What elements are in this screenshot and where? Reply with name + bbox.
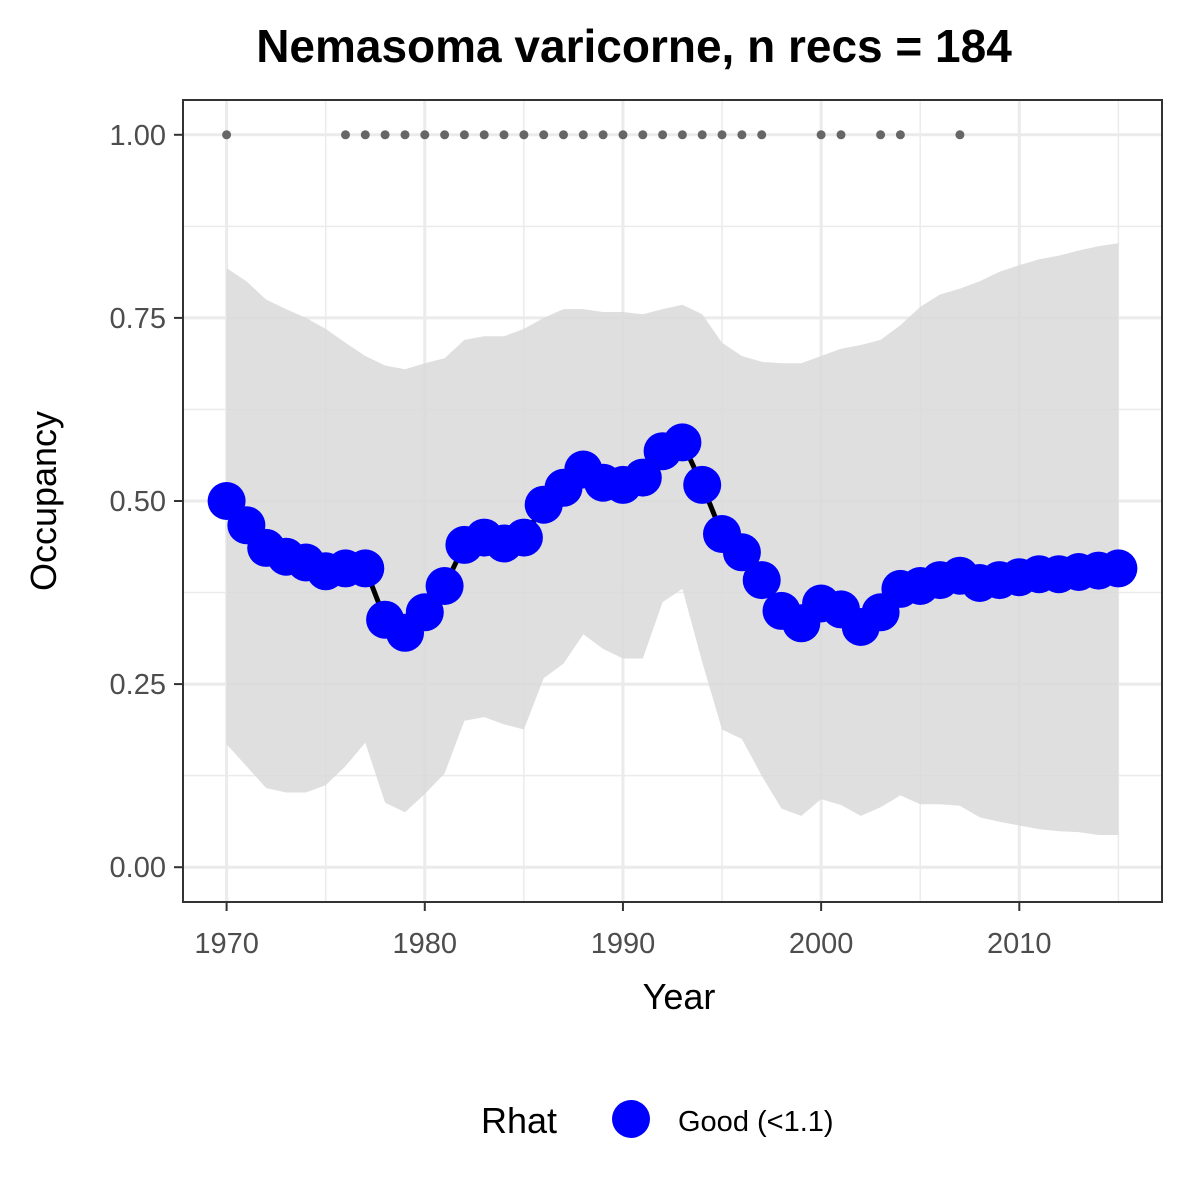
- legend-title: Rhat: [481, 1100, 557, 1141]
- y-tick-label: 0.25: [110, 669, 166, 701]
- credible-interval-ribbon: [227, 243, 1119, 835]
- record-marker: [361, 130, 370, 139]
- record-marker: [222, 130, 231, 139]
- occupancy-point: [663, 423, 701, 461]
- record-marker: [737, 130, 746, 139]
- chart-title: Nemasoma varicorne, n recs = 184: [256, 20, 1012, 72]
- x-tick-label: 2010: [987, 928, 1052, 960]
- occupancy-point: [683, 466, 721, 504]
- legend-key-point: [612, 1100, 650, 1138]
- record-marker: [876, 130, 885, 139]
- record-marker: [678, 130, 687, 139]
- record-marker: [658, 130, 667, 139]
- record-marker: [896, 130, 905, 139]
- record-marker: [440, 130, 449, 139]
- record-marker: [837, 130, 846, 139]
- record-marker: [579, 130, 588, 139]
- credible-interval-layer: [227, 243, 1119, 835]
- occupancy-point: [426, 567, 464, 605]
- x-tick-label: 1990: [591, 928, 656, 960]
- legend-label-good: Good (<1.1): [678, 1106, 834, 1138]
- record-marker: [559, 130, 568, 139]
- record-marker: [638, 130, 647, 139]
- record-marker: [480, 130, 489, 139]
- record-marker: [401, 130, 410, 139]
- record-marker: [519, 130, 528, 139]
- y-axis-title: Occupancy: [23, 411, 64, 591]
- record-marker: [817, 130, 826, 139]
- occupancy-point: [505, 519, 543, 557]
- record-marker: [381, 130, 390, 139]
- record-marker: [500, 130, 509, 139]
- record-marker: [341, 130, 350, 139]
- x-tick-label: 2000: [789, 928, 854, 960]
- record-marker: [599, 130, 608, 139]
- y-tick-label: 1.00: [110, 120, 166, 152]
- record-marker: [420, 130, 429, 139]
- record-marker: [619, 130, 628, 139]
- legend: Rhat Good (<1.1): [481, 1100, 834, 1141]
- record-marker: [460, 130, 469, 139]
- y-tick-label: 0.50: [110, 486, 166, 518]
- x-tick-label: 1970: [194, 928, 259, 960]
- occupancy-point: [1099, 549, 1137, 587]
- record-marker: [698, 130, 707, 139]
- record-marker: [539, 130, 548, 139]
- occupancy-point: [346, 549, 384, 587]
- x-axis: 1970 1980 1990 2000 2010: [194, 902, 1051, 960]
- record-marker: [955, 130, 964, 139]
- y-tick-label: 0.75: [110, 303, 166, 335]
- x-axis-title: Year: [643, 976, 716, 1017]
- y-axis: 0.00 0.25 0.50 0.75 1.00: [110, 120, 183, 884]
- y-tick-label: 0.00: [110, 852, 166, 884]
- x-tick-label: 1980: [393, 928, 458, 960]
- record-marker: [757, 130, 766, 139]
- record-marker: [718, 130, 727, 139]
